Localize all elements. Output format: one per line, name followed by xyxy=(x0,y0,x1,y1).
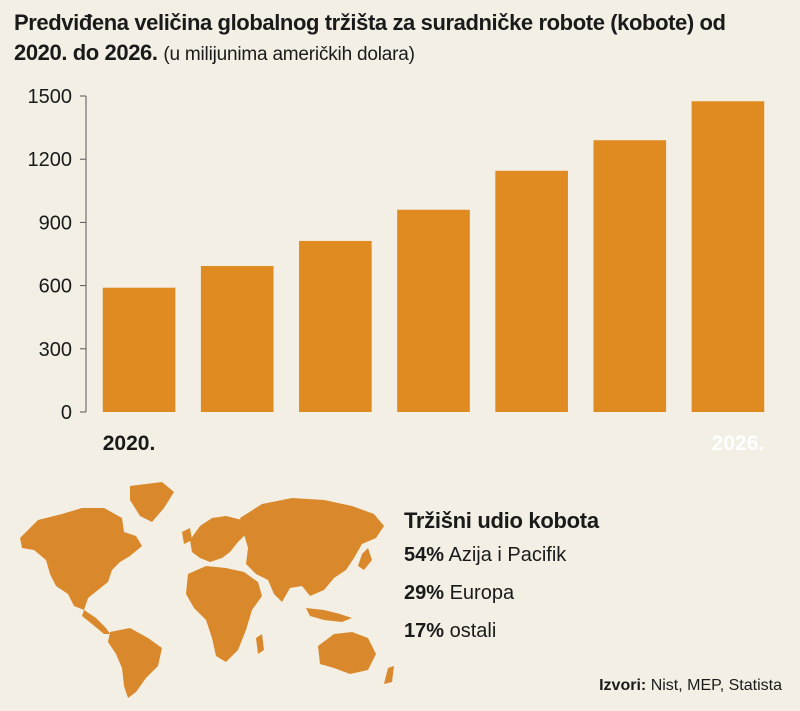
bar-chart: 0 300 600 900 1200 1500 2020. 2026. xyxy=(28,86,765,455)
y-tick-label: 1200 xyxy=(28,149,73,171)
market-share-pct: 17% xyxy=(404,620,445,642)
bar-2025 xyxy=(593,140,667,413)
world-map-icon xyxy=(20,482,394,698)
market-share-label: ostali xyxy=(449,620,497,642)
map-japan xyxy=(358,548,372,570)
map-indonesia xyxy=(306,608,352,622)
sources-text: Nist, MEP, Statista xyxy=(650,677,782,694)
market-share-label: Europa xyxy=(449,582,515,604)
sources-label: Izvori: xyxy=(599,677,647,694)
x-tick-label: 2026. xyxy=(712,432,765,455)
x-tick-label: 2020. xyxy=(103,432,156,455)
map-new-zealand xyxy=(384,666,394,684)
sources-note: Izvori: Nist, MEP, Statista xyxy=(599,677,782,695)
map-north-america xyxy=(20,508,142,610)
chart-title-main: Predviđena veličina globalnog tržišta za… xyxy=(14,10,726,65)
map-africa xyxy=(186,566,262,662)
map-europe xyxy=(190,516,248,562)
map-australia xyxy=(318,632,376,674)
bar-2024 xyxy=(495,170,568,412)
y-tick-label: 1500 xyxy=(28,86,73,108)
market-share-item: 29% Europa xyxy=(404,574,599,612)
market-share-panel: Tržišni udio kobota 54% Azija i Pacifik … xyxy=(404,506,599,650)
bar-2020 xyxy=(102,287,176,412)
y-tick-label: 600 xyxy=(39,276,72,298)
map-south-america xyxy=(108,628,162,698)
chart-title-unit: (u milijunima američkih dolara) xyxy=(163,44,415,65)
market-share-pct: 54% xyxy=(404,544,445,566)
market-share-pct: 29% xyxy=(404,582,445,604)
market-share-item: 17% ostali xyxy=(404,612,599,650)
market-share-heading: Tržišni udio kobota xyxy=(404,508,599,533)
bar-2022 xyxy=(299,240,372,412)
y-tick-label: 900 xyxy=(39,212,72,234)
chart-title: Predviđena veličina globalnog tržišta za… xyxy=(14,8,784,70)
bar-2021 xyxy=(200,266,274,412)
bar-2026 xyxy=(691,101,765,412)
y-tick-label: 0 xyxy=(61,402,72,424)
map-greenland xyxy=(130,482,174,522)
market-share-label: Azija i Pacifik xyxy=(448,544,567,566)
map-madagascar xyxy=(256,634,264,654)
market-share-item: 54% Azija i Pacifik xyxy=(404,536,599,574)
map-uk xyxy=(182,528,192,544)
bar-2023 xyxy=(397,209,470,412)
map-asia xyxy=(240,498,384,602)
map-central-america xyxy=(82,610,110,634)
y-tick-label: 300 xyxy=(39,339,72,361)
